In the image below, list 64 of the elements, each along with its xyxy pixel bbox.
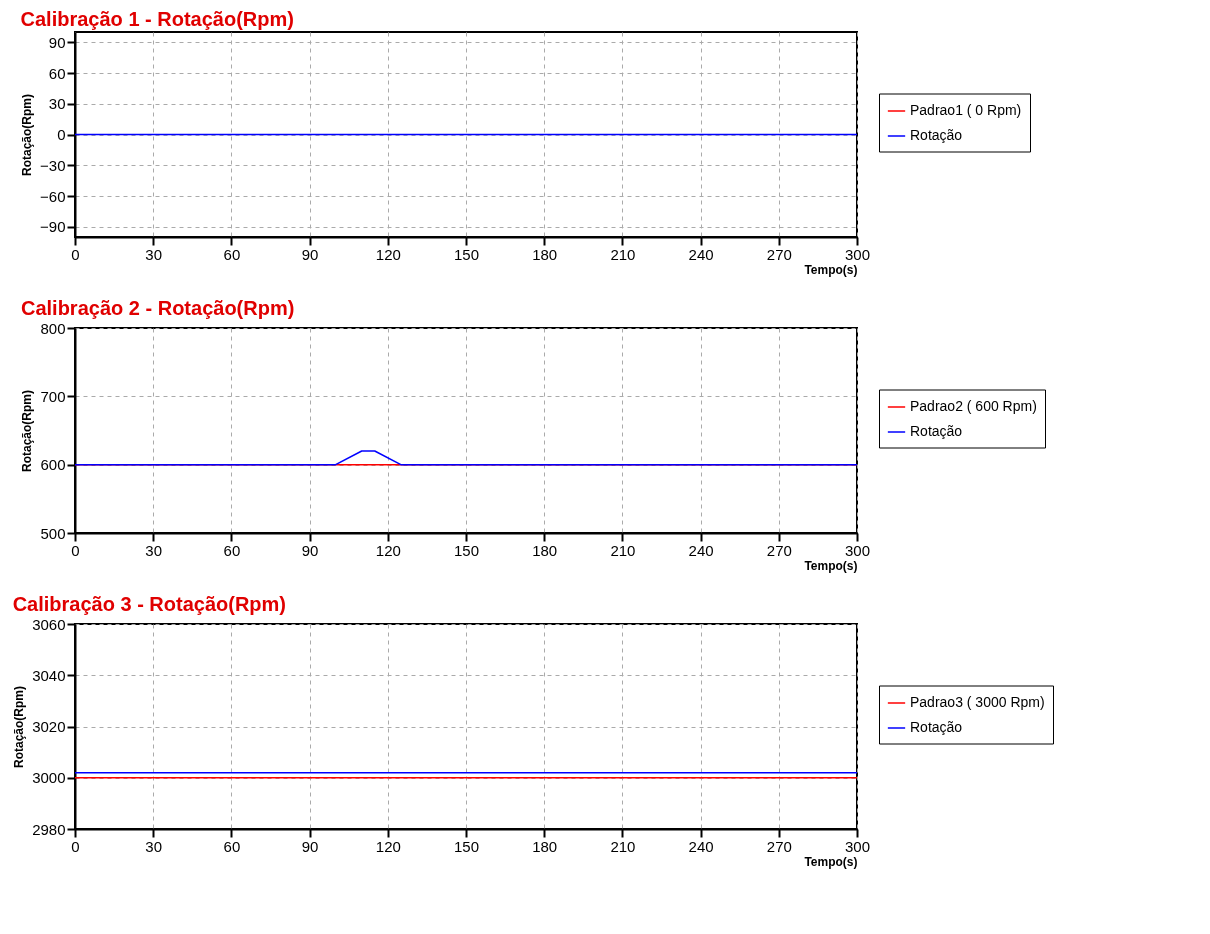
legend-label: Rotação — [910, 719, 963, 735]
x-tick-label: 300 — [844, 541, 871, 559]
x-tick-label: 90 — [301, 837, 319, 855]
x-tick-label: 300 — [844, 837, 871, 855]
y-axis-title: Rotação(Rpm) — [20, 93, 35, 177]
x-tick-label: 300 — [844, 245, 871, 263]
x-tick-label: 120 — [375, 837, 401, 855]
legend-label: Padrao2 ( 600 Rpm) — [910, 398, 1037, 414]
x-tick-label: 240 — [688, 837, 714, 855]
y-tick-label: 2980 — [32, 820, 66, 838]
y-tick-label: 60 — [48, 64, 66, 82]
x-tick-label: 210 — [610, 837, 636, 855]
x-tick-label: 0 — [71, 541, 80, 559]
x-tick-label: 60 — [223, 541, 241, 559]
y-axis-title: Rotação(Rpm) — [12, 685, 27, 769]
x-axis-title: Tempo(s) — [804, 854, 858, 869]
chart-title: Calibração 3 - Rotação(Rpm) — [12, 593, 287, 615]
x-tick-label: 180 — [532, 245, 558, 263]
x-tick-label: 150 — [453, 245, 480, 263]
x-tick-label: 30 — [145, 541, 163, 559]
y-tick-label: 3040 — [32, 666, 66, 684]
x-tick-label: 210 — [610, 245, 636, 263]
x-tick-label: 0 — [71, 245, 80, 263]
y-tick-label: 0 — [57, 126, 66, 143]
legend-label: Rotação — [910, 127, 963, 143]
y-tick-label: 90 — [48, 33, 66, 51]
x-tick-label: 240 — [688, 245, 714, 263]
chart-title: Calibração 2 - Rotação(Rpm) — [20, 297, 295, 319]
y-tick-label: −30 — [40, 156, 66, 174]
y-tick-label: 700 — [40, 387, 66, 405]
x-tick-label: 30 — [145, 837, 163, 855]
x-tick-label: 180 — [532, 837, 558, 855]
x-tick-label: 270 — [766, 837, 792, 855]
x-axis-title: Tempo(s) — [804, 262, 858, 277]
x-tick-label: 150 — [453, 837, 480, 855]
x-tick-label: 120 — [375, 541, 401, 559]
y-axis-title: Rotação(Rpm) — [20, 389, 35, 473]
legend-label: Rotação — [910, 423, 963, 439]
legend-label: Padrao3 ( 3000 Rpm) — [910, 694, 1045, 710]
x-tick-label: 90 — [301, 245, 319, 263]
x-tick-label: 270 — [766, 245, 792, 263]
y-tick-label: 500 — [40, 524, 66, 542]
y-tick-label: 30 — [48, 95, 66, 113]
x-tick-label: 150 — [453, 541, 480, 559]
y-tick-label: 600 — [40, 456, 66, 474]
y-tick-label: −60 — [40, 187, 66, 205]
y-tick-label: −90 — [40, 218, 66, 236]
x-tick-label: 210 — [610, 541, 636, 559]
x-axis-title: Tempo(s) — [804, 558, 858, 573]
x-tick-label: 60 — [223, 837, 241, 855]
x-tick-label: 240 — [688, 541, 714, 559]
chart-title: Calibração 1 - Rotação(Rpm) — [20, 8, 294, 30]
y-tick-label: 3020 — [32, 718, 66, 735]
y-tick-label: 3000 — [32, 769, 66, 787]
x-tick-label: 90 — [301, 541, 319, 559]
x-tick-label: 120 — [375, 245, 401, 263]
y-tick-label: 800 — [40, 319, 66, 337]
x-tick-label: 180 — [532, 541, 558, 559]
x-tick-label: 0 — [71, 837, 80, 855]
y-tick-label: 3060 — [32, 615, 66, 633]
legend-label: Padrao1 ( 0 Rpm) — [910, 102, 1022, 118]
x-tick-label: 30 — [145, 245, 163, 263]
x-tick-label: 60 — [223, 245, 241, 263]
x-tick-label: 270 — [766, 541, 792, 559]
